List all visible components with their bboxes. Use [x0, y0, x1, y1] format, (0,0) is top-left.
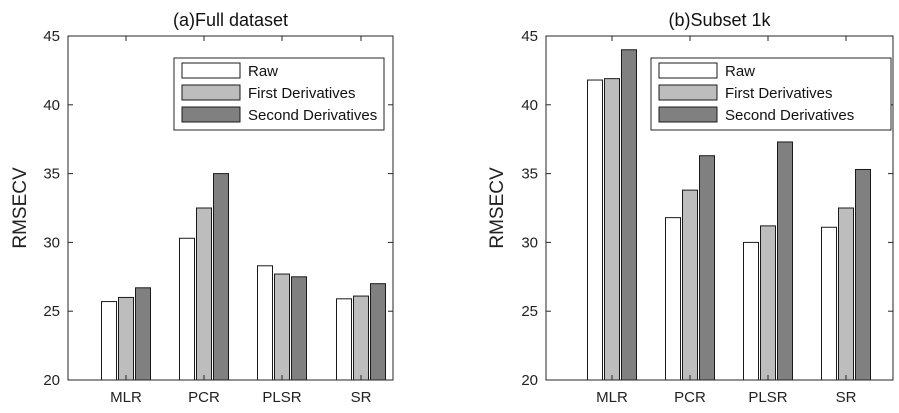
x-tick-label-pcr: PCR: [188, 389, 220, 406]
bar-pcr-series-1: [179, 237, 195, 381]
bar-plsr-series-1: [257, 265, 273, 381]
y-tick-label: 30: [43, 234, 60, 251]
y-tick-label: 25: [521, 303, 538, 320]
x-tick-label-plsr: PLSR: [262, 389, 301, 406]
bar-pcr-series-3: [699, 155, 715, 381]
bar-mlr-series-1: [587, 79, 603, 381]
y-tick-label: 40: [521, 97, 538, 114]
legend-swatch-3: [181, 106, 241, 123]
legend-swatch-2: [658, 84, 718, 101]
x-tick-label-sr: SR: [351, 389, 372, 406]
chart-title: (a)Full dataset: [173, 10, 288, 30]
bar-plsr-series-2: [760, 225, 776, 381]
plot-frame: [545, 35, 894, 381]
y-tick-label: 45: [43, 28, 60, 45]
x-tick-label-mlr: MLR: [110, 389, 142, 406]
x-tick-label-sr: SR: [836, 389, 857, 406]
y-tick-label: 35: [521, 166, 538, 183]
chart-title: (b)Subset 1k: [668, 10, 771, 30]
bar-sr-series-1: [336, 298, 352, 381]
bar-mlr-series-3: [135, 287, 151, 381]
bar-pcr-series-2: [682, 189, 698, 381]
legend-label-1: Raw: [248, 63, 278, 80]
bar-pcr-series-2: [196, 207, 212, 381]
legend: Raw First Derivatives Second Derivatives: [650, 57, 892, 131]
x-tick-label-pcr: PCR: [674, 389, 706, 406]
y-tick-label: 20: [521, 372, 538, 389]
y-tick-label: 45: [521, 28, 538, 45]
bar-sr-series-2: [353, 295, 369, 381]
bar-sr-series-1: [821, 226, 837, 381]
bar-sr-series-2: [838, 207, 854, 381]
y-axis-label: RMSECV: [10, 167, 31, 249]
y-tick-label: 40: [43, 97, 60, 114]
y-tick-label: 30: [521, 234, 538, 251]
plot-frame: [67, 35, 394, 381]
legend-label-3: Second Derivatives: [248, 107, 377, 124]
y-tick-label: 25: [43, 303, 60, 320]
bar-sr-series-3: [855, 168, 871, 381]
chart-panel-2: (b)Subset 1k 20 25 30 35 40 45 MLR PCR PLSR SR RMSE…: [487, 10, 894, 406]
x-tick-label-plsr: PLSR: [748, 389, 787, 406]
y-tick-label: 20: [43, 372, 60, 389]
bar-sr-series-3: [370, 283, 386, 381]
legend: Raw First Derivatives Second Derivatives: [173, 57, 385, 131]
legend-label-2: First Derivatives: [725, 85, 833, 102]
legend-label-3: Second Derivatives: [725, 107, 854, 124]
bar-mlr-series-2: [118, 296, 134, 381]
bar-plsr-series-3: [777, 141, 793, 381]
y-axis-label: RMSECV: [487, 167, 508, 249]
bar-mlr-series-1: [101, 301, 117, 381]
legend-swatch-1: [658, 62, 718, 79]
bar-mlr-series-2: [604, 78, 620, 381]
y-tick-label: 35: [43, 166, 60, 183]
bar-pcr-series-1: [665, 217, 681, 381]
x-tick-label-mlr: MLR: [596, 389, 628, 406]
legend-swatch-1: [181, 62, 241, 79]
bar-mlr-series-3: [621, 49, 637, 381]
bar-plsr-series-2: [274, 273, 290, 381]
legend-swatch-2: [181, 84, 241, 101]
bar-pcr-series-3: [213, 173, 229, 381]
legend-label-1: Raw: [725, 63, 755, 80]
bar-plsr-series-1: [743, 241, 759, 381]
legend-label-2: First Derivatives: [248, 85, 356, 102]
chart-panel-1: (a)Full dataset 20 25 30 35 40 45 MLR PCR PLSR SR R…: [10, 10, 394, 406]
bar-plsr-series-3: [291, 276, 307, 381]
legend-swatch-3: [658, 106, 718, 123]
